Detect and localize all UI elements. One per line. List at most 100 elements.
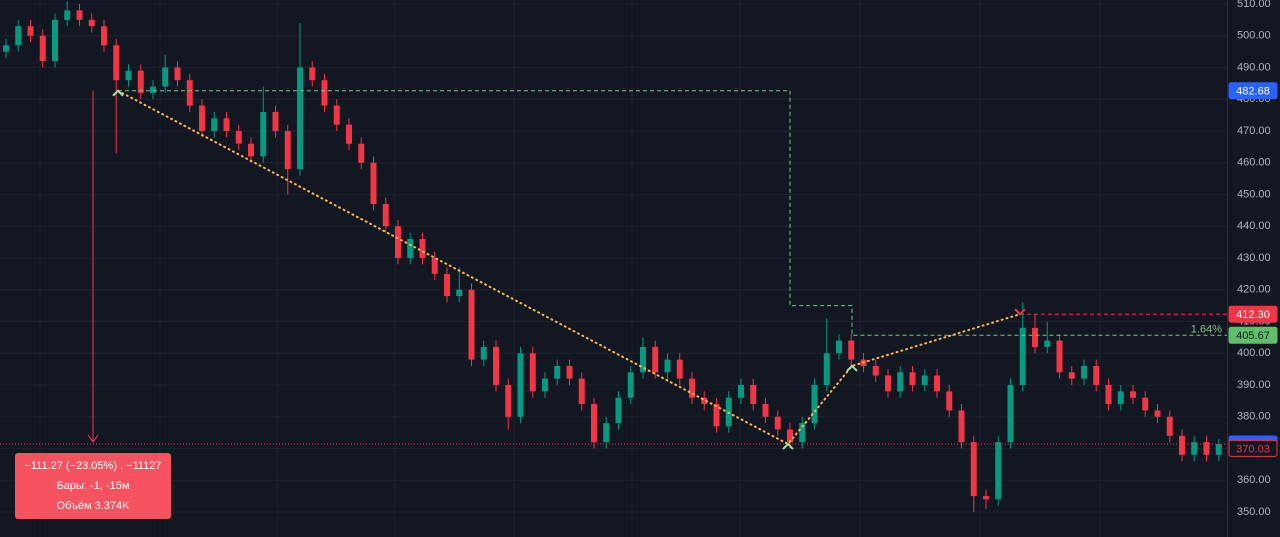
- price-tag-label: 405.67: [1236, 330, 1270, 342]
- candle-body: [1203, 442, 1210, 455]
- candle-body: [615, 397, 622, 424]
- candle-body: [333, 105, 340, 125]
- candle-body: [836, 340, 842, 354]
- price-tag-label: 370.03: [1236, 443, 1270, 455]
- candle-body: [787, 429, 793, 443]
- candle-body: [983, 496, 989, 500]
- candle-body: [958, 410, 965, 443]
- candle-body: [603, 423, 610, 443]
- candle-body: [395, 226, 401, 259]
- measure-text: −111.27 (−23.05%) , −11127: [24, 460, 161, 472]
- candle-body: [150, 86, 156, 93]
- price-tag: [1228, 439, 1278, 457]
- candle-body: [52, 19, 58, 62]
- price-tag: [1228, 82, 1278, 100]
- pattern-marker: [112, 89, 124, 97]
- candle-body: [578, 378, 585, 405]
- vertical-grid: [39, 0, 1101, 537]
- candle-body: [419, 238, 426, 259]
- candle-body: [1007, 385, 1014, 443]
- candle-body: [199, 105, 205, 132]
- measure-arrowhead: [87, 434, 99, 443]
- candle-body: [713, 404, 720, 427]
- candle-body: [542, 378, 548, 392]
- pattern-marker: [782, 442, 794, 450]
- y-tick-label: 490.00: [1237, 61, 1271, 73]
- candle-body: [774, 416, 781, 430]
- price-tag: [1228, 326, 1278, 344]
- candle-body: [689, 378, 695, 398]
- candle-body: [1105, 385, 1112, 405]
- candle-body: [309, 67, 316, 81]
- y-tick-label: 400.00: [1237, 347, 1271, 359]
- price-tag: [1228, 305, 1278, 323]
- candle-body: [970, 442, 977, 497]
- y-tick-label: 360.00: [1237, 474, 1271, 486]
- y-tick-label: 510.00: [1237, 0, 1271, 10]
- candle-body: [995, 442, 1002, 500]
- candle-body: [872, 365, 879, 376]
- candle-body: [174, 67, 181, 81]
- candle-body: [125, 70, 132, 81]
- candle-body: [1179, 435, 1185, 455]
- candle-body: [909, 372, 916, 386]
- y-tick-label: 350.00: [1237, 506, 1271, 518]
- y-tick-label: 450.00: [1237, 188, 1271, 200]
- y-tick-label: 460.00: [1237, 157, 1271, 169]
- candle-body: [76, 10, 83, 20]
- candle-body: [701, 397, 708, 405]
- candle-body: [137, 70, 144, 93]
- candle-body: [1130, 391, 1136, 398]
- candle-body: [101, 26, 107, 46]
- candle-body: [248, 143, 254, 157]
- price-tag-label: 482.68: [1236, 86, 1270, 98]
- target-percent: 1.64%: [1191, 324, 1222, 336]
- candle-body: [260, 111, 267, 157]
- candle-body: [297, 67, 303, 170]
- candle-body: [370, 162, 377, 205]
- candle-body: [1154, 410, 1161, 417]
- candle-body: [407, 238, 414, 259]
- candle-body: [811, 385, 818, 424]
- candle-body: [591, 404, 597, 443]
- candle-body: [358, 143, 365, 163]
- candle-body: [554, 365, 561, 379]
- measure-text: Объём 3.374K: [57, 500, 131, 512]
- y-tick-label: 440.00: [1237, 220, 1271, 232]
- candle-body: [382, 204, 389, 227]
- candle-body: [799, 423, 806, 443]
- y-tick-label: 390.00: [1237, 379, 1271, 391]
- candle-body: [321, 80, 328, 106]
- y-tick-label: 420.00: [1237, 284, 1271, 296]
- candle-body: [1068, 372, 1075, 379]
- candle-body: [1081, 365, 1087, 379]
- y-tick-label: 380.00: [1237, 411, 1271, 423]
- candle-body: [211, 118, 218, 132]
- candle-body: [15, 26, 22, 46]
- candle-body: [162, 67, 169, 87]
- candle-body: [566, 365, 573, 379]
- candle-body: [517, 353, 524, 417]
- candle-body: [529, 353, 536, 392]
- candle-body: [1032, 327, 1038, 347]
- candle-body: [738, 385, 744, 398]
- pattern-marker: [1014, 308, 1026, 316]
- candle-body: [1117, 391, 1124, 405]
- candle-body: [88, 19, 95, 27]
- candle-body: [640, 346, 646, 373]
- candle-body: [505, 385, 512, 417]
- candle-body: [493, 346, 499, 386]
- candle-body: [885, 375, 891, 392]
- candle-body: [346, 124, 352, 144]
- candle-body: [1166, 416, 1173, 436]
- candle-body: [750, 385, 757, 405]
- candle-body: [934, 375, 940, 392]
- candle-body: [468, 289, 475, 360]
- candle-body: [1191, 442, 1198, 455]
- candle-body: [480, 346, 487, 360]
- pattern-line: [117, 89, 1021, 446]
- candle-body: [64, 10, 71, 20]
- y-tick-label: 500.00: [1237, 30, 1271, 42]
